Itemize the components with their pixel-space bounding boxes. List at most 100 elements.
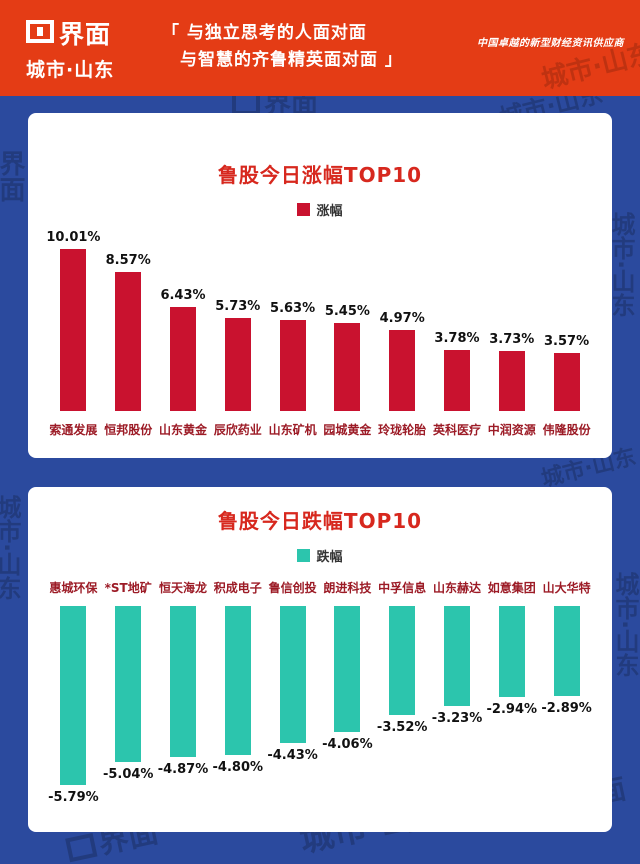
watermark-text: 城市·山东 — [0, 495, 21, 601]
losers-categories: 惠城环保 *ST地矿 恒天海龙 积成电子 鲁信创投 朗进科技 中孚信息 山东赫达 如意集团 山大华… — [46, 579, 594, 596]
category-label: 山东赫达 — [432, 581, 481, 595]
value-label: -5.79% — [48, 790, 99, 805]
category-label: 中孚信息 — [378, 581, 427, 595]
category-label: 园城黄金 — [323, 423, 372, 437]
loss-bar — [60, 606, 87, 785]
bar-column: -5.79% — [46, 606, 101, 805]
category-label: 玲珑轮胎 — [378, 423, 427, 437]
value-label: -2.89% — [541, 701, 592, 716]
category-label: 如意集团 — [487, 581, 536, 595]
bar-column: -4.87% — [156, 606, 211, 777]
header-tagline: 中国卓越的新型财经资讯供应商 — [477, 38, 624, 49]
bar-column: -5.04% — [101, 606, 156, 782]
bar-column: 5.63% — [265, 301, 320, 411]
loss-bar — [443, 606, 470, 706]
category-label: 恒邦股份 — [104, 423, 153, 437]
value-label: -4.43% — [267, 748, 318, 763]
gain-bar — [334, 323, 361, 411]
category-label: 伟隆股份 — [542, 423, 591, 437]
bar-column: 3.73% — [484, 332, 539, 411]
value-label: -3.23% — [431, 711, 483, 726]
gainers-legend: 涨幅 — [28, 200, 612, 219]
header-banner: 城市·山东 界面 城市·山东 「 与独立思考的人面对面 与智慧的齐鲁精英面对面 … — [0, 0, 640, 96]
bar-column: -2.94% — [484, 606, 539, 717]
header-quote: 「 与独立思考的人面对面 与智慧的齐鲁精英面对面 」 — [162, 0, 403, 96]
category-label: 中润资源 — [487, 423, 536, 437]
watermark-text: 城市·山东 — [611, 572, 639, 678]
gainers-card: 鲁股今日涨幅TOP10 涨幅 10.01% 8.57% 6.43% 5.73% 5.63… — [28, 113, 612, 458]
value-label: 5.45% — [324, 304, 370, 319]
value-label: 6.43% — [160, 288, 206, 303]
loss-bar — [334, 606, 361, 732]
loss-legend-label: 跌幅 — [316, 550, 343, 565]
category-label: 辰欣药业 — [213, 423, 262, 437]
bar-column: 4.97% — [375, 311, 430, 411]
bar-column: 3.57% — [539, 334, 594, 411]
bar-column: -3.52% — [375, 606, 430, 735]
loss-bar — [389, 606, 416, 715]
losers-card: 鲁股今日跌幅TOP10 跌幅 惠城环保 *ST地矿 恒天海龙 积成电子 鲁信创投 朗进科技… — [28, 487, 612, 832]
loss-legend-swatch — [297, 549, 311, 562]
value-label: -5.04% — [102, 767, 154, 782]
value-label: -4.06% — [322, 737, 373, 752]
bar-column: 8.57% — [101, 253, 156, 411]
value-label: 10.01% — [46, 230, 101, 245]
jiemian-logo-icon — [26, 19, 54, 47]
bar-column: -3.23% — [430, 606, 485, 726]
gain-bar — [443, 350, 470, 411]
category-label: 惠城环保 — [49, 581, 98, 595]
bar-column: -4.43% — [265, 606, 320, 763]
value-label: -4.80% — [212, 760, 264, 775]
gainers-categories: 索通发展 恒邦股份 山东黄金 辰欣药业 山东矿机 园城黄金 玲珑轮胎 英科医疗 中润资源 伟隆股份 — [46, 421, 594, 438]
gainers-title: 鲁股今日涨幅TOP10 — [217, 163, 423, 187]
gain-bar — [553, 353, 580, 411]
losers-title: 鲁股今日跌幅TOP10 — [217, 509, 423, 533]
bar-column: 5.45% — [320, 304, 375, 411]
loss-bar — [553, 606, 580, 696]
value-label: 3.73% — [489, 332, 535, 347]
value-label: 5.73% — [215, 299, 261, 314]
bar-column: -4.06% — [320, 606, 375, 752]
losers-bars: -5.79% -5.04% -4.87% -4.80% -4.43% -4.06% -3.5… — [46, 606, 594, 805]
category-label: *ST地矿 — [104, 581, 152, 595]
value-label: 3.57% — [544, 334, 590, 349]
quote-line-1: 「 与独立思考的人面对面 — [162, 23, 367, 43]
gain-bar — [115, 272, 142, 411]
jiemian-logo: 界面 城市·山东 — [26, 0, 148, 96]
gain-bar — [389, 330, 416, 411]
category-label: 山东矿机 — [268, 423, 317, 437]
loss-bar — [224, 606, 251, 755]
loss-bar — [498, 606, 525, 697]
watermark-text: 界面 — [0, 150, 25, 202]
loss-bar — [279, 606, 306, 743]
value-label: 3.78% — [434, 331, 480, 346]
gain-bar — [60, 249, 87, 411]
losers-legend: 跌幅 — [28, 546, 612, 565]
bar-column: 6.43% — [156, 288, 211, 411]
category-label: 索通发展 — [49, 423, 98, 437]
bar-column: 3.78% — [430, 331, 485, 411]
gain-bar — [279, 320, 306, 411]
gain-bar — [224, 318, 251, 411]
brand-name: 界面 — [59, 20, 112, 49]
category-label: 英科医疗 — [432, 423, 481, 437]
value-label: 5.63% — [270, 301, 316, 316]
bar-column: 10.01% — [46, 230, 101, 411]
category-label: 鲁信创投 — [268, 581, 317, 595]
loss-bar — [115, 606, 142, 762]
category-label: 恒天海龙 — [158, 581, 207, 595]
value-label: -2.94% — [486, 702, 538, 717]
category-label: 山大华特 — [542, 581, 591, 595]
value-label: -4.87% — [157, 762, 209, 777]
brand-subtitle: 城市·山东 — [26, 59, 115, 81]
gain-legend-swatch — [297, 203, 311, 216]
category-label: 朗进科技 — [323, 581, 372, 595]
gainers-bars: 10.01% 8.57% 6.43% 5.73% 5.63% 5.45% 4.97% 3.78… — [46, 223, 594, 411]
value-label: -3.52% — [376, 720, 428, 735]
gain-legend-label: 涨幅 — [316, 204, 343, 219]
jiemian-mark-icon — [65, 832, 98, 863]
bar-column: 5.73% — [210, 299, 265, 411]
category-label: 山东黄金 — [158, 423, 207, 437]
category-label: 积成电子 — [213, 581, 262, 595]
